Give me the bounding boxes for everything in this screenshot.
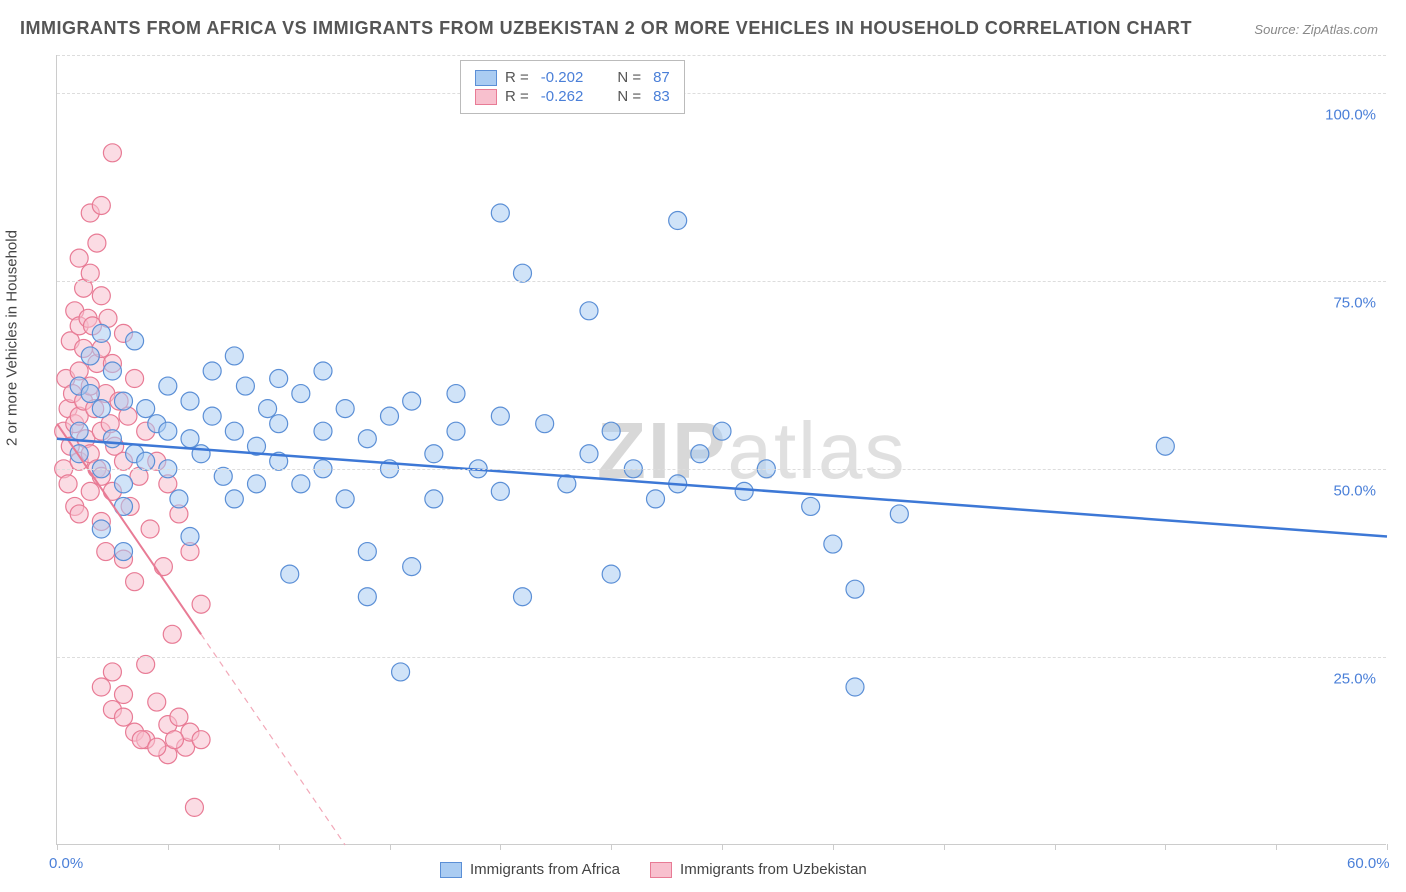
source-label: Source: — [1254, 22, 1299, 37]
source-name: ZipAtlas.com — [1303, 22, 1378, 37]
stats-legend: R = -0.202 N = 87 R = -0.262 N = 83 — [460, 60, 685, 114]
stats-row-africa: R = -0.202 N = 87 — [475, 69, 670, 86]
r-label: R = — [505, 69, 529, 86]
legend-item-africa: Immigrants from Africa — [440, 861, 620, 878]
r-value-africa: -0.202 — [541, 69, 584, 86]
swatch-uzbekistan-bottom — [650, 862, 672, 878]
n-value-africa: 87 — [653, 69, 670, 86]
swatch-uzbekistan — [475, 89, 497, 105]
xtick-label: 60.0% — [1347, 855, 1390, 872]
source-attribution: Source: ZipAtlas.com — [1254, 22, 1378, 37]
swatch-africa — [475, 70, 497, 86]
legend-label-uzbekistan: Immigrants from Uzbekistan — [680, 861, 867, 878]
legend-item-uzbekistan: Immigrants from Uzbekistan — [650, 861, 867, 878]
xtick-label: 0.0% — [49, 855, 83, 872]
chart-title: IMMIGRANTS FROM AFRICA VS IMMIGRANTS FRO… — [20, 18, 1192, 39]
ytick-label: 25.0% — [1333, 670, 1376, 687]
y-axis-label: 2 or more Vehicles in Household — [4, 230, 21, 446]
chart-plot-area: ZIPatlas 25.0%50.0%75.0%100.0%0.0%60.0% — [56, 55, 1386, 845]
ytick-label: 100.0% — [1325, 106, 1376, 123]
r-label-2: R = — [505, 88, 529, 105]
series-legend: Immigrants from Africa Immigrants from U… — [440, 861, 867, 878]
ytick-label: 75.0% — [1333, 294, 1376, 311]
n-value-uzbekistan: 83 — [653, 88, 670, 105]
swatch-africa-bottom — [440, 862, 462, 878]
stats-row-uzbekistan: R = -0.262 N = 83 — [475, 88, 670, 105]
n-label-2: N = — [617, 88, 641, 105]
scatter-svg — [57, 55, 1386, 844]
ytick-label: 50.0% — [1333, 482, 1376, 499]
n-label: N = — [617, 69, 641, 86]
r-value-uzbekistan: -0.262 — [541, 88, 584, 105]
legend-label-africa: Immigrants from Africa — [470, 861, 620, 878]
